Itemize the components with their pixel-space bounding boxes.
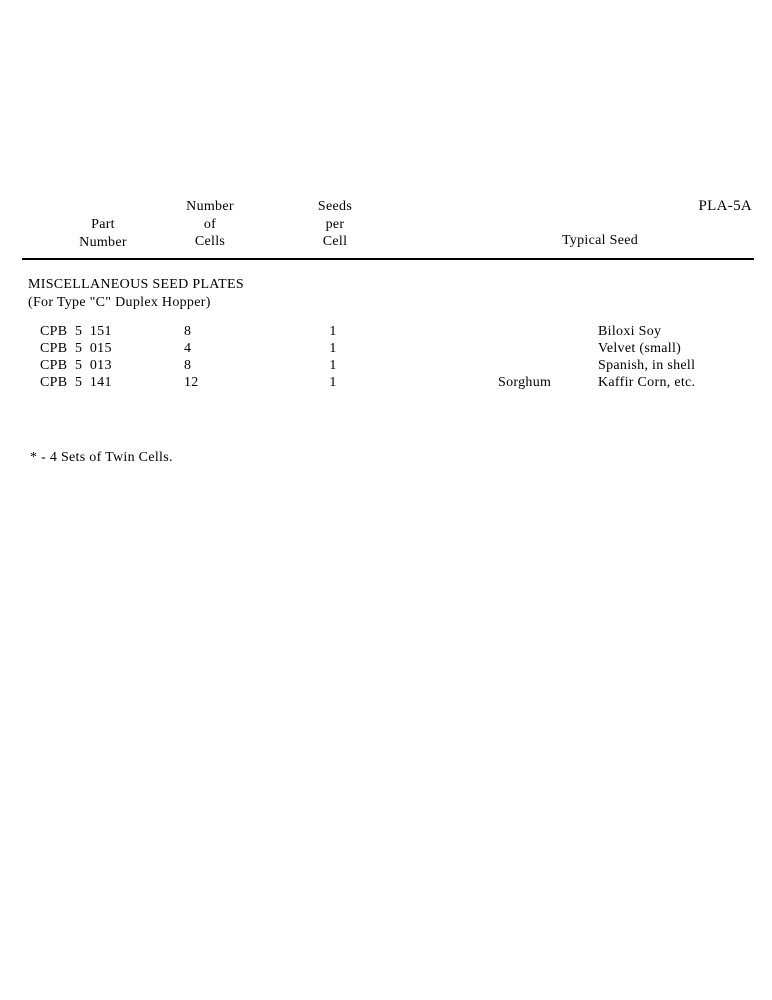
cell-seeds: 1	[318, 375, 348, 391]
header-rule	[22, 258, 754, 260]
cell-cells: 8	[184, 324, 224, 340]
document-page: Part Number Number of Cells Seeds per Ce…	[0, 0, 772, 1000]
cell-part: CPB 5 015	[40, 341, 170, 357]
header-part-number-l1: Part	[91, 217, 115, 232]
header-part-number: Part Number	[58, 216, 148, 251]
cell-seeds: 1	[318, 324, 348, 340]
cell-typ2: Biloxi Soy	[598, 324, 772, 340]
header-num-cells: Number of Cells	[170, 198, 250, 251]
cell-seeds: 1	[318, 341, 348, 357]
header-typical-seed: Typical Seed	[520, 232, 680, 250]
section-title-line2: (For Type "C" Duplex Hopper)	[28, 295, 211, 310]
section-title: MISCELLANEOUS SEED PLATES (For Type "C" …	[28, 276, 244, 311]
table-row: CPB 5 151 8 1 Biloxi Soy	[28, 324, 752, 341]
cell-typ2: Velvet (small)	[598, 341, 772, 357]
table-row: CPB 5 141 12 1 Sorghum Kaffir Corn, etc.	[28, 375, 752, 392]
table-row: CPB 5 013 8 1 Spanish, in shell	[28, 358, 752, 375]
cell-cells: 4	[184, 341, 224, 357]
cell-part: CPB 5 151	[40, 324, 170, 340]
cell-seeds: 1	[318, 358, 348, 374]
header-seeds-l2: per	[326, 217, 345, 232]
footnote: * - 4 Sets of Twin Cells.	[30, 450, 173, 466]
data-rows: CPB 5 151 8 1 Biloxi Soy CPB 5 015 4 1 V…	[28, 324, 752, 392]
header-num-cells-l3: Cells	[195, 234, 225, 249]
header-part-number-l2: Number	[79, 235, 127, 250]
cell-part: CPB 5 013	[40, 358, 170, 374]
header-seeds-per-cell: Seeds per Cell	[300, 198, 370, 251]
cell-typ2: Spanish, in shell	[598, 358, 772, 374]
section-title-line1: MISCELLANEOUS SEED PLATES	[28, 277, 244, 292]
cell-cells: 12	[184, 375, 224, 391]
header-seeds-l3: Cell	[323, 234, 348, 249]
page-code: PLA-5A	[699, 198, 752, 215]
cell-typ1: Sorghum	[498, 375, 598, 391]
header-num-cells-l1: Number	[186, 199, 234, 214]
cell-cells: 8	[184, 358, 224, 374]
cell-part: CPB 5 141	[40, 375, 170, 391]
cell-typ2: Kaffir Corn, etc.	[598, 375, 772, 391]
table-row: CPB 5 015 4 1 Velvet (small)	[28, 341, 752, 358]
header-seeds-l1: Seeds	[318, 199, 352, 214]
header-num-cells-l2: of	[204, 217, 216, 232]
table-header: Part Number Number of Cells Seeds per Ce…	[30, 198, 752, 254]
header-typical-seed-text: Typical Seed	[562, 233, 638, 248]
